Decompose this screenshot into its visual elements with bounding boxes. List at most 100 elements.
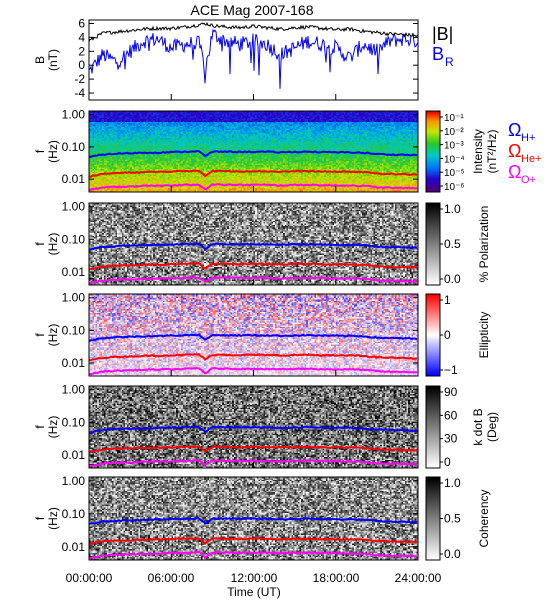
time-tick-1: 06:00:00: [148, 571, 195, 585]
colorbar-tick-label: 0: [444, 328, 451, 342]
f-tick-label: 0.10: [62, 507, 86, 521]
time-tick-3: 18:00:00: [313, 571, 360, 585]
colorbar: [426, 203, 440, 285]
f-axis-unit: (Hz): [46, 233, 60, 256]
legend-bmag: |B|: [432, 24, 453, 44]
he-plus-line: [88, 353, 417, 362]
o-plus-line: [88, 367, 418, 376]
f-tick-label: 1.00: [62, 291, 86, 305]
colorbar-label: % Polarization: [477, 206, 491, 283]
f-tick-label: 0.10: [62, 415, 86, 429]
legend-ion-2: Ω: [508, 162, 521, 182]
legend-br-subscript: R: [445, 55, 454, 69]
colorbar-tick-label: 60: [444, 408, 458, 422]
colorbar: [426, 477, 440, 560]
colorbar-tick-label: 0.5: [444, 512, 461, 526]
f-axis-label: f: [33, 333, 47, 337]
time-tick-0: 00:00:00: [66, 571, 113, 585]
f-axis-label: f: [33, 149, 47, 153]
b-tick-label: 0: [78, 58, 85, 72]
f-axis-unit: (Hz): [46, 416, 60, 439]
colorbar-tick-label: 1.0: [444, 476, 461, 490]
legend-ion-sub-2: O+: [521, 174, 536, 186]
legend-ion-0: Ω: [508, 120, 521, 140]
f-axis-label: f: [33, 425, 47, 429]
figure-title: ACE Mag 2007-168: [191, 2, 314, 18]
f-tick-label: 1.00: [62, 383, 86, 397]
h-plus-line: [89, 242, 418, 251]
colorbar-tick-label: 10⁻⁵: [444, 168, 465, 179]
colorbar: [426, 111, 440, 192]
panel-4: 1.00 0.10 0.01 f (Hz) 90 60 30 0 k dot B (Deg): [33, 383, 499, 469]
o-plus-line: [88, 183, 418, 192]
colorbar-tick-label: 10⁻⁶: [444, 182, 465, 193]
f-tick-label: 0.01: [62, 265, 86, 279]
time-tick-4: 24:00:00: [395, 571, 442, 585]
colorbar-tick-label: 0.0: [444, 547, 461, 561]
f-axis-unit: (Hz): [46, 140, 60, 163]
colorbar: [426, 294, 440, 376]
colorbar-tick-label: 30: [444, 432, 458, 446]
colorbar-label: Intensity: [471, 129, 485, 174]
colorbar-tick-label: 1: [444, 293, 451, 307]
colorbar-tick-label: 0: [444, 455, 451, 469]
colorbar-unit: (Deg): [485, 412, 499, 442]
h-plus-line: [88, 516, 418, 525]
f-tick-label: 0.01: [62, 448, 86, 462]
colorbar-tick-label: 0.0: [444, 272, 461, 286]
time-axis-label: Time (UT): [227, 585, 281, 599]
colorbar-tick-label: 10⁻²: [444, 127, 464, 138]
colorbar-label: k dot B: [471, 408, 485, 445]
b-tick-label: 6: [78, 16, 85, 30]
panel-5: 1.00 0.10 0.01 f (Hz) 1.0 0.5 0.0 Coherency: [33, 474, 491, 561]
o-plus-line: [88, 276, 418, 285]
f-tick-label: 0.10: [62, 232, 86, 246]
f-axis-label: f: [33, 242, 47, 246]
colorbar-tick-label: 10⁻⁴: [444, 154, 465, 165]
colorbar-tick-label: 10⁻¹: [444, 113, 464, 124]
f-tick-label: 0.01: [62, 540, 86, 554]
f-tick-label: 0.01: [62, 172, 86, 186]
he-plus-line: [88, 444, 418, 454]
f-tick-label: 1.00: [62, 474, 86, 488]
f-tick-label: 0.10: [62, 323, 86, 337]
panel-1: 1.00 0.10 0.01 f (Hz) 10⁻¹ 10⁻² 10⁻³ 10⁻⁴ 10⁻⁵ 10⁻…: [33, 108, 542, 193]
panel-2: 1.00 0.10 0.01 f (Hz) 1.0 0.5 0.0 % Polarization: [33, 200, 491, 286]
he-plus-line: [88, 169, 418, 178]
time-tick-2: 12:00:00: [231, 571, 278, 585]
h-plus-line: [88, 333, 418, 343]
f-tick-label: 0.01: [62, 356, 86, 370]
f-tick-label: 1.00: [62, 200, 86, 214]
series-br-line: [88, 28, 419, 89]
f-tick-label: 0.10: [62, 140, 86, 154]
colorbar-label: Coherency: [477, 489, 491, 547]
colorbar-unit: (nT²/Hz): [485, 130, 499, 174]
colorbar-label: Ellipticity: [477, 312, 491, 359]
b-axis-unit: (nT): [46, 49, 60, 71]
b-tick-label: -4: [74, 86, 85, 100]
colorbar-tick-label: 0.5: [444, 237, 461, 251]
colorbar: [426, 386, 440, 468]
f-tick-label: 1.00: [62, 108, 86, 122]
time-axis: 00:00:00 06:00:00 12:00:00 18:00:00 24:0…: [66, 571, 442, 599]
h-plus-line: [88, 425, 418, 434]
o-plus-line: [88, 550, 418, 560]
he-plus-line: [88, 537, 417, 546]
f-axis-unit: (Hz): [46, 507, 60, 530]
he-plus-line: [88, 262, 418, 271]
f-axis-unit: (Hz): [46, 324, 60, 347]
legend-ion-sub-0: H+: [521, 132, 535, 144]
legend-br: B: [432, 44, 444, 64]
colorbar-frame: [425, 110, 441, 193]
legend-ion-sub-1: He+: [521, 153, 542, 165]
f-axis-label: f: [33, 516, 47, 520]
colorbar-tick-label: 10⁻³: [444, 141, 464, 152]
h-plus-line: [89, 149, 418, 158]
b-tick-label: 2: [78, 44, 85, 58]
b-axis-label: B: [33, 56, 47, 64]
colorbar-tick-label: 90: [444, 385, 458, 399]
colorbar-tick-label: −1: [444, 363, 458, 377]
